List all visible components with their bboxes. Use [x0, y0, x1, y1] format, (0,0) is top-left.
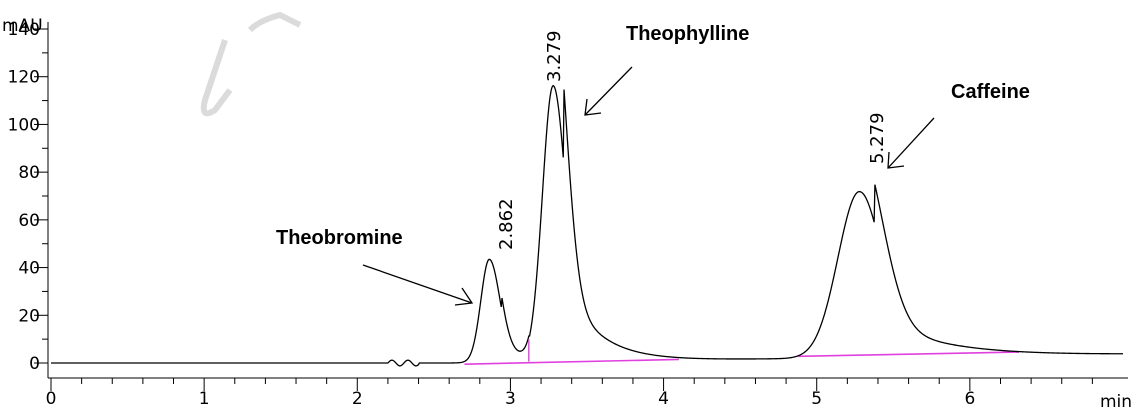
- integration-baseline: [798, 351, 1019, 358]
- x-axis-label: min: [1100, 392, 1132, 410]
- compound-annotations: Theobromine Theophylline Caffeine: [276, 23, 1030, 306]
- peak-retention-label: 5.279: [867, 112, 888, 164]
- arrow-theobromine: [362, 264, 474, 306]
- compound-label-theobromine: Theobromine: [276, 227, 403, 249]
- arrow-theophylline: [584, 66, 633, 116]
- arrow-caffeine: [887, 117, 935, 169]
- y-ticks: 0 20 40 60 80 100 120 140: [8, 20, 48, 374]
- x-ticks: 0 1 2 3 4 5 6: [46, 378, 1093, 409]
- watermark: [200, 11, 302, 117]
- x-tick-label: 0: [46, 389, 57, 409]
- compound-label-theophylline: Theophylline: [626, 23, 749, 45]
- chromatogram-trace: [51, 84, 1123, 367]
- x-tick-label: 6: [964, 389, 975, 409]
- x-tick-label: 2: [352, 389, 363, 409]
- y-tick-label: 20: [18, 306, 40, 326]
- compound-label-caffeine: Caffeine: [951, 81, 1030, 103]
- y-tick-label: 0: [29, 354, 40, 374]
- y-tick-label: 60: [18, 211, 40, 231]
- integration-baseline: [464, 358, 679, 365]
- peak-retention-label: 2.862: [496, 198, 517, 250]
- x-tick-label: 1: [199, 389, 210, 409]
- x-tick-label: 4: [658, 389, 669, 409]
- x-tick-label: 5: [811, 389, 822, 409]
- y-tick-label: 140: [8, 20, 40, 40]
- peak-labels: 2.862 3.279 5.279: [496, 30, 888, 250]
- y-tick-label: 100: [8, 115, 40, 135]
- peak-retention-label: 3.279: [544, 30, 565, 82]
- y-tick-label: 80: [18, 163, 40, 183]
- axes: 0 20 40 60 80 100 120 140 0 1 2 3 4 5 6 mAU min: [2, 16, 1132, 410]
- x-tick-label: 3: [505, 389, 516, 409]
- series: [51, 84, 1123, 367]
- y-tick-label: 40: [18, 259, 40, 279]
- y-axis-label: mAU: [2, 16, 43, 36]
- y-tick-label: 120: [8, 68, 40, 88]
